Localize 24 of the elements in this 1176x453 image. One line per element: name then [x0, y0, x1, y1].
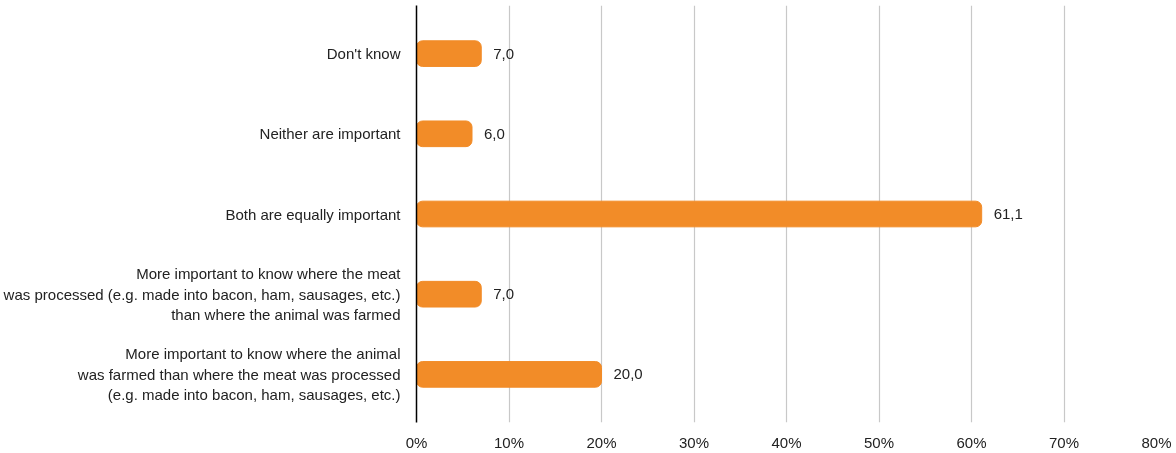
x-tick-label: 60% — [956, 433, 987, 451]
bar — [416, 200, 983, 228]
y-tick-label: Don't know — [326, 45, 401, 63]
bar — [416, 40, 482, 67]
x-tick-label: 20% — [586, 433, 617, 451]
y-tick-label: More important to know where the animal was farmed than where the meat was processed (e.g. made into bacon, ham, sausages, etc.) — [76, 345, 401, 404]
bar — [416, 120, 473, 148]
x-tick-label: 0% — [405, 433, 428, 451]
data-label: 7,0 — [493, 285, 515, 303]
x-tick-label: 30% — [678, 433, 710, 451]
x-tick-label: 10% — [493, 433, 525, 451]
y-tick-label: Both are equally important — [225, 205, 402, 223]
data-label: 7,0 — [493, 44, 515, 62]
data-label: 20,0 — [613, 365, 643, 383]
data-label: 6,0 — [484, 124, 505, 142]
bar — [416, 361, 602, 388]
x-tick-label: 70% — [1048, 433, 1080, 451]
data-label: 61,1 — [993, 205, 1023, 222]
bar — [416, 280, 482, 308]
y-tick-label: More important to know where the meat was processed (e.g. made into bacon, ham, sausages, etc.) than where the animal was farmed — [2, 265, 402, 324]
x-tick-label: 80% — [1141, 433, 1172, 451]
y-tick-label: Neither are important — [259, 125, 402, 143]
x-tick-label: 50% — [863, 433, 895, 451]
x-tick-label: 40% — [771, 433, 802, 451]
